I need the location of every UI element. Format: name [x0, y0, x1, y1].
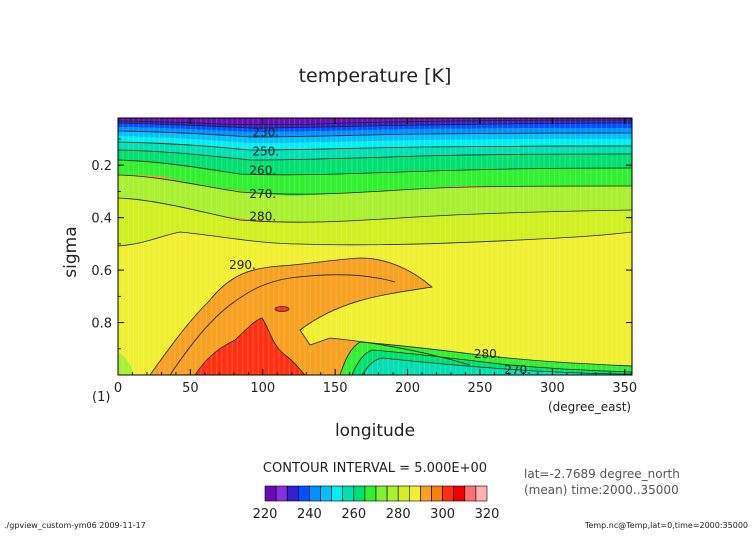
colorbar-tick-label: 320 [475, 507, 500, 522]
colorbar-swatch [420, 485, 432, 502]
band-270-280 [118, 160, 632, 196]
annotation-lat: lat=-2.7689 degree_north [524, 467, 680, 481]
colorbar-swatch [342, 485, 355, 502]
footer-right: Temp.nc@Temp,lat=0,time=2000:35000 [584, 521, 748, 530]
band-290-295 [118, 232, 632, 375]
band-300-305 [195, 318, 305, 375]
colorbar-tick-label: 300 [430, 507, 455, 522]
contour-label: 270. [504, 363, 531, 377]
band-280-285 [118, 175, 632, 223]
plot-frame [117, 117, 633, 376]
x-tick-label: 350 [612, 381, 637, 396]
contour-label: 250. [252, 145, 279, 159]
colorbar-tick-label: 280 [386, 507, 411, 522]
footer-left: ./gpview_custom-ym06 2009-11-17 [4, 521, 146, 530]
band-235-240 [118, 127, 632, 137]
colorbar-swatch [375, 485, 388, 502]
chart-title: temperature [K] [299, 65, 452, 87]
colorbar-swatch [320, 485, 332, 502]
contour-label: 230. [252, 125, 279, 139]
x-tick-label: 150 [323, 381, 348, 396]
contour-label: 280. [249, 209, 276, 223]
colorbar-swatch [397, 485, 410, 502]
y-tick-label: 0.2 [91, 159, 112, 174]
colorbar-swatch [275, 485, 288, 502]
contour-labels: 230.250.260.270.280.290.280.270. [229, 125, 531, 376]
y-tick-label: 0.4 [91, 212, 112, 227]
contour-interval-label: CONTOUR INTERVAL = 5.000E+00 [263, 461, 487, 476]
colorbar-swatch [364, 485, 377, 502]
colorbar-swatch [453, 485, 466, 502]
x-axis-label: longitude [335, 421, 415, 441]
colorbar-swatch [464, 485, 477, 502]
band-260-270 [118, 150, 632, 175]
colorbar-swatch [475, 485, 488, 502]
colorbar-swatch [286, 485, 299, 502]
plot-area [118, 118, 632, 375]
y-tick-label: 0.8 [91, 317, 112, 332]
x-tick-label: 250 [468, 381, 493, 396]
colorbar-swatch [386, 485, 399, 502]
y-tick-label: 0.6 [91, 264, 112, 279]
colorbar [264, 485, 488, 502]
colorbar-tick-label: 220 [253, 507, 278, 522]
contour-label: 280. [474, 347, 501, 361]
y-axis: 0.2 0.4 0.6 0.8 [91, 138, 632, 376]
band-240-245 [118, 131, 632, 143]
band-245-255 [118, 136, 632, 150]
annotation-time: (mean) time:2000..35000 [524, 483, 679, 497]
x-unit-label: (degree_east) [548, 400, 631, 414]
x-tick-label: 300 [540, 381, 565, 396]
band-230-235 [118, 123, 632, 132]
colorbar-tick-label: 260 [341, 507, 366, 522]
x-tick-label: 0 [114, 381, 122, 396]
x-axis: 0 50 100 150 200 250 300 350 [114, 118, 637, 396]
band-305-310 [275, 306, 289, 312]
band-lower-right-270 [362, 358, 632, 375]
colorbar-swatch [408, 485, 421, 502]
x-tick-label: 200 [395, 381, 420, 396]
colorbar-swatch [442, 485, 455, 502]
colorbar-swatch [353, 485, 366, 502]
band-lower-left-green [118, 352, 134, 375]
y-axis-label: sigma [61, 226, 81, 277]
band-220-225 [118, 118, 632, 125]
contour-lines [118, 119, 632, 375]
colorbar-swatch [297, 485, 310, 502]
colorbar-tick-labels: 220 240 260 280 300 320 [253, 507, 500, 522]
grid-striations [122, 118, 628, 375]
band-285-290 [118, 198, 632, 246]
colorbar-swatch [264, 485, 277, 502]
colorbar-swatch [331, 485, 344, 502]
contour-label: 290. [229, 258, 256, 272]
x-tick-label: 100 [250, 381, 275, 396]
y-unit-label: (1) [92, 390, 110, 405]
contour-label: 270. [249, 187, 276, 201]
contour-label: 260. [249, 163, 276, 177]
colorbar-swatch [309, 485, 321, 502]
x-tick-label: 50 [182, 381, 199, 396]
colorbar-swatch [431, 485, 443, 502]
colorbar-tick-label: 240 [297, 507, 322, 522]
